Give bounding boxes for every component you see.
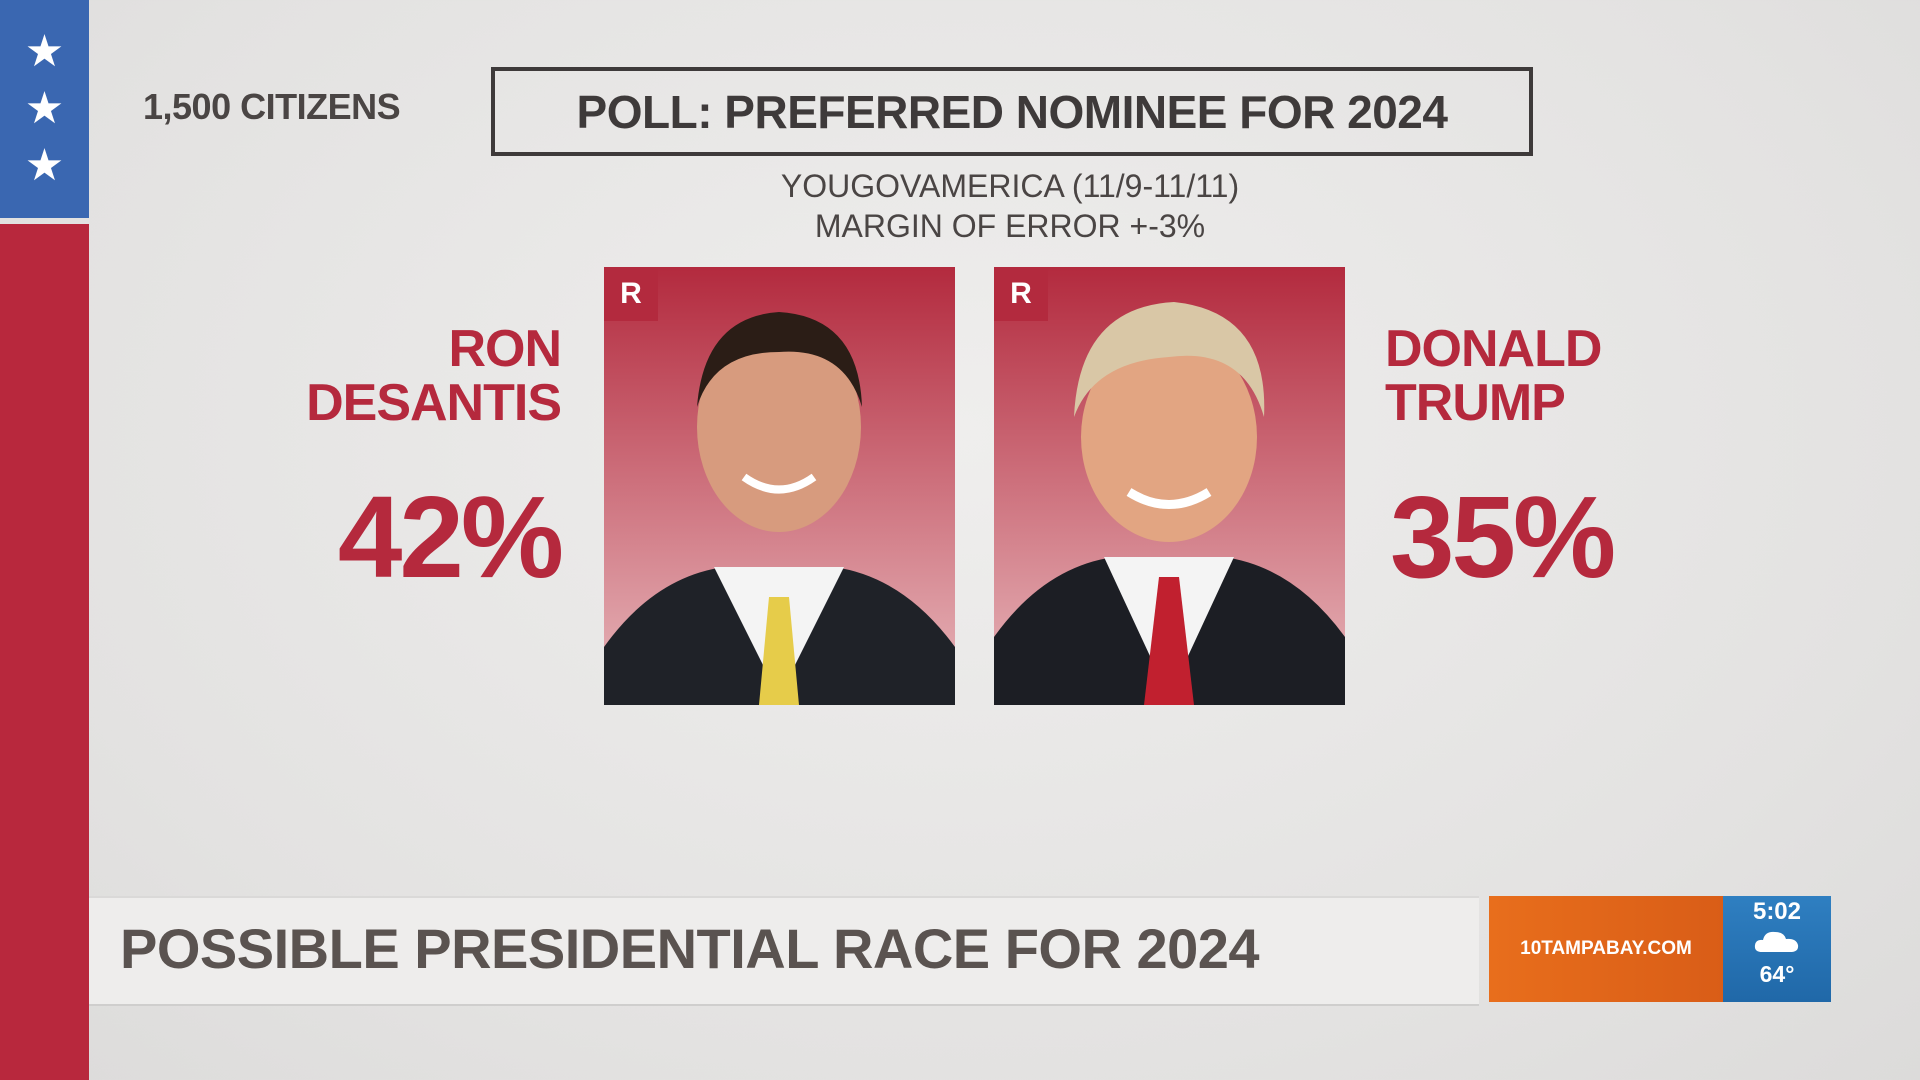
party-badge: R xyxy=(1010,277,1032,310)
name-line: RON xyxy=(448,320,562,378)
title: POLL: PREFERRED NOMINEE FOR 2024 xyxy=(491,67,1533,156)
vote-share: 35% xyxy=(1390,472,1616,602)
candidate-photo: R xyxy=(994,267,1345,705)
margin: MARGIN OF ERROR +-3% xyxy=(814,208,1206,244)
cloud-icon xyxy=(1754,931,1799,952)
clock: 5:02 xyxy=(1752,898,1802,925)
name-line: TRUMP xyxy=(1385,374,1566,432)
lower-third xyxy=(89,896,1479,1006)
temperature: 64° xyxy=(1759,961,1795,987)
weather-box: 5:02 64° xyxy=(1723,896,1831,1002)
star: ★ xyxy=(24,141,65,190)
website: 10TAMPABAY.COM xyxy=(1489,896,1723,1002)
name-line: DESANTIS xyxy=(306,374,562,432)
name-line: DONALD xyxy=(1385,320,1602,378)
source: YOUGOVAMERICA (11/9-11/11) xyxy=(780,168,1240,204)
party-badge: R xyxy=(620,277,642,310)
star: ★ xyxy=(24,27,65,76)
sample-size: 1,500 CITIZENS xyxy=(143,86,401,127)
headline: POSSIBLE PRESIDENTIAL RACE FOR 2024 xyxy=(120,917,1260,980)
candidate-name: RON DESANTIS xyxy=(306,320,562,432)
star: ★ xyxy=(24,84,65,133)
vote-share: 42% xyxy=(337,472,564,602)
candidate-photo: R xyxy=(604,267,955,705)
flag-blue xyxy=(0,0,89,218)
candidate-name: DONALD TRUMP xyxy=(1385,320,1602,432)
flag-red xyxy=(0,224,89,1080)
